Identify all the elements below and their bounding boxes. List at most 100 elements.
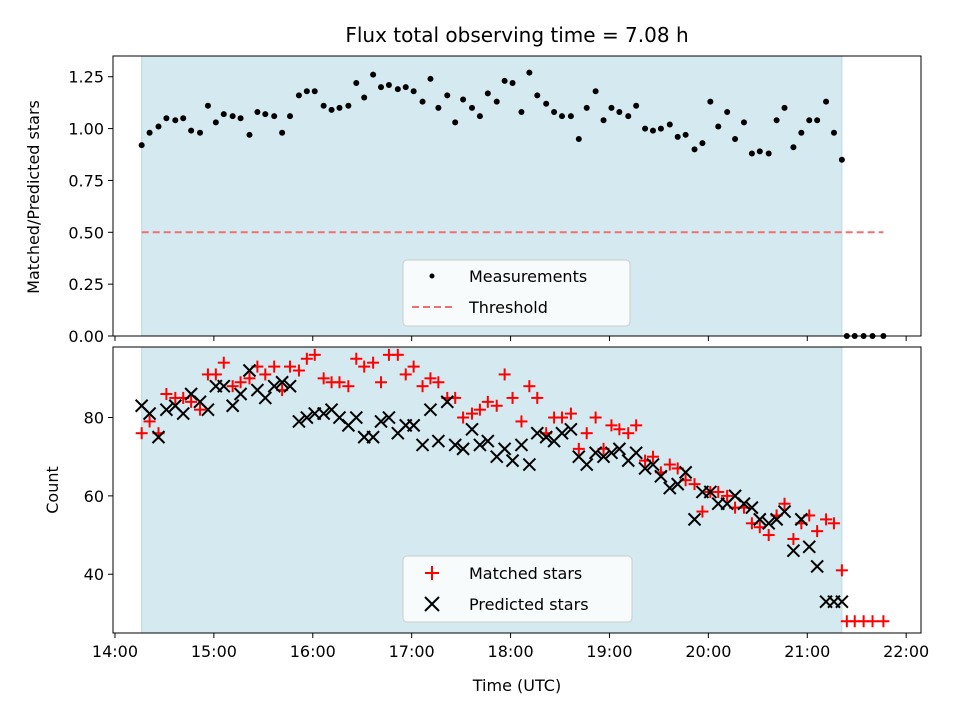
matched-star-point	[498, 368, 511, 381]
measurement-point	[558, 113, 565, 120]
x-tick-label: 19:00	[586, 642, 632, 661]
top-y-axis-label: Matched/Predicted stars	[24, 100, 43, 294]
matched-star-point	[292, 364, 305, 377]
predicted-star-point	[283, 379, 297, 393]
predicted-star-point	[629, 446, 643, 460]
measurement-point	[402, 84, 409, 91]
predicted-star-point	[292, 414, 306, 429]
matched-star-point	[481, 395, 494, 408]
measurement-point	[666, 121, 673, 128]
predicted-star-point	[382, 410, 396, 425]
matched-star-point	[605, 419, 618, 432]
measurement-point	[493, 98, 500, 105]
matched-star-point	[490, 399, 503, 412]
matched-star-point	[866, 615, 879, 628]
y-tick-label: 40	[84, 565, 104, 584]
predicted-star-point	[802, 540, 816, 554]
x-tick-label: 22:00	[883, 642, 929, 661]
matched-star-point	[630, 419, 643, 432]
matched-star-point	[391, 348, 404, 361]
predicted-star-point	[761, 516, 776, 531]
measurement-point	[212, 119, 219, 126]
predicted-star-point	[835, 594, 849, 609]
predicted-star-point	[646, 457, 660, 472]
matched-star-point	[696, 505, 709, 518]
measurement-point	[370, 71, 377, 78]
measurement-point	[740, 119, 747, 126]
predicted-star-point	[497, 442, 512, 456]
predicted-star-point	[473, 438, 487, 452]
measurement-point	[642, 125, 649, 132]
measurement-point	[444, 92, 451, 99]
x-tick-label: 20:00	[685, 642, 731, 661]
measurement-point	[592, 88, 599, 95]
matched-star-point	[185, 395, 198, 408]
predicted-star-point	[564, 422, 578, 436]
matched-star-point	[515, 415, 528, 428]
predicted-legend-marker	[424, 596, 440, 612]
measurement-point	[838, 156, 845, 163]
top-legend: Measurements Threshold	[402, 259, 631, 327]
measurement-point	[551, 109, 558, 115]
matched-star-point	[375, 376, 388, 389]
matched-star-point	[811, 525, 824, 538]
measurement-point	[476, 113, 483, 120]
y-tick-label: 60	[84, 487, 104, 506]
measurement-point	[262, 111, 269, 118]
bottom-legend: Matched stars Predicted stars	[402, 555, 633, 623]
bottom-y-ticks: 40 60 80	[84, 409, 113, 584]
measurement-point	[600, 117, 607, 124]
predicted-star-point	[539, 430, 553, 444]
measurement-point	[237, 115, 244, 122]
measurement-point	[674, 133, 681, 140]
measurement-point	[830, 129, 837, 136]
matched-star-point	[342, 380, 355, 393]
measurement-point	[633, 102, 640, 109]
y-tick-label: 0.50	[68, 223, 104, 242]
matched-star-point	[564, 407, 577, 420]
predicted-star-point	[415, 438, 430, 452]
x-tick-label: 16:00	[290, 642, 336, 661]
measurement-point	[790, 144, 797, 151]
measurement-point	[254, 109, 261, 115]
measurement-point	[526, 69, 533, 76]
matched-star-point	[300, 352, 313, 365]
predicted-star-point	[810, 559, 824, 574]
measurements-legend-label: Measurements	[469, 267, 587, 286]
matched-star-point	[613, 423, 626, 436]
predicted-star-point	[678, 465, 693, 480]
y-tick-label: 0.75	[68, 171, 104, 190]
y-tick-label: 80	[84, 409, 104, 428]
top-panel: 0.00 0.25 0.50 0.75 1.00 1.25 Flux total obse…	[24, 23, 922, 346]
matched-star-point	[226, 380, 239, 393]
measurement-point	[287, 113, 294, 120]
measurement-point	[163, 115, 170, 122]
matched-star-point	[622, 427, 635, 440]
predicted-star-point	[406, 418, 421, 433]
x-tick-label: 21:00	[784, 642, 830, 661]
measurement-point	[460, 96, 467, 103]
predicted-star-point	[737, 497, 751, 511]
predicted-star-point	[596, 449, 611, 464]
predicted-star-point	[530, 426, 544, 440]
matched-star-point	[217, 356, 230, 369]
predicted-star-point	[349, 410, 363, 425]
matched-star-point	[877, 615, 890, 628]
predicted-star-point	[423, 402, 438, 417]
y-tick-label: 0.00	[68, 327, 104, 346]
predicted-star-point	[448, 438, 462, 452]
predicted-star-point	[786, 544, 801, 558]
predicted-star-point	[242, 363, 257, 378]
measurement-point	[469, 104, 476, 111]
measurement-point	[608, 104, 615, 111]
matched-star-point	[835, 564, 848, 577]
predicted-star-point	[217, 379, 231, 393]
matched-star-point	[358, 360, 371, 373]
matched-star-point	[531, 391, 544, 404]
x-axis-label: Time (UTC)	[472, 676, 561, 695]
measurement-point	[707, 98, 714, 105]
predicted-star-point	[505, 453, 520, 468]
measurement-point	[188, 127, 195, 134]
measurement-point	[616, 109, 623, 115]
matched-star-point	[160, 388, 173, 401]
